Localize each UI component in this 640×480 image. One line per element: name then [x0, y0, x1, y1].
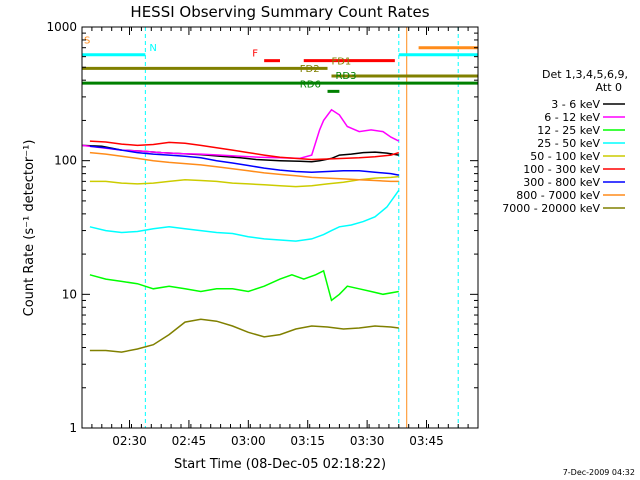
flag-label-f: F — [252, 49, 258, 60]
flag-label-s: S — [84, 36, 90, 47]
series-line-2 — [89, 269, 399, 302]
legend-header-line2: Att 0 — [596, 81, 622, 94]
flag-label-rd3: RD3 — [335, 71, 356, 82]
legend-label-3: 25 - 50 keV — [537, 137, 600, 150]
flag-label-fd2: FD2 — [300, 64, 320, 75]
y-axis-label: Count Rate (s⁻¹ detector⁻¹) — [22, 140, 37, 317]
legend-label-1: 6 - 12 keV — [544, 111, 600, 124]
series-line-6 — [89, 145, 399, 176]
plot-area — [81, 27, 459, 428]
chart-title: HESSI Observing Summary Count Rates — [130, 3, 429, 21]
flag-label-rd6: RD6 — [300, 79, 321, 90]
axes: 1 10 100 1000 02:30 02:45 03:00 03:15 03:30 03:45 — [46, 20, 479, 448]
y-tick-label-2: 100 — [54, 154, 77, 168]
footer-date: 7-Dec-2009 04:32 — [563, 468, 635, 477]
legend-label-5: 100 - 300 keV — [523, 163, 600, 176]
x-tick-label-5: 03:45 — [409, 434, 444, 448]
legend-header-line1: Det 1,3,4,5,6,9, — [542, 68, 628, 81]
y-tick-label-3: 1000 — [46, 20, 77, 34]
x-tick-label-2: 03:00 — [231, 434, 266, 448]
flag-label-n: N — [149, 43, 156, 54]
legend-label-4: 50 - 100 keV — [530, 150, 600, 163]
series-lines — [81, 108, 400, 353]
legend-label-7: 800 - 7000 keV — [516, 189, 600, 202]
x-axis-label: Start Time (08-Dec-05 02:18:22) — [174, 457, 386, 472]
series-line-0 — [81, 144, 399, 163]
series-line-5 — [89, 140, 400, 161]
x-tick-label-1: 02:45 — [172, 434, 207, 448]
series-line-8 — [89, 318, 399, 353]
legend-label-0: 3 - 6 keV — [551, 98, 600, 111]
series-line-4 — [89, 175, 399, 188]
flag-bars: S N F FD1 FD2 RD3 RD6 — [82, 36, 478, 93]
series-line-3 — [89, 189, 400, 242]
x-tick-label-4: 03:30 — [350, 434, 385, 448]
x-tick-label-3: 03:15 — [290, 434, 325, 448]
plot-frame — [81, 26, 479, 429]
y-tick-label-0: 1 — [69, 421, 77, 435]
legend-label-8: 7000 - 20000 keV — [502, 202, 600, 215]
flag-label-fd1: FD1 — [331, 56, 351, 67]
series-line-7 — [89, 151, 399, 183]
legend-label-6: 300 - 800 keV — [523, 176, 600, 189]
x-tick-label-0: 02:30 — [112, 434, 147, 448]
legend-label-2: 12 - 25 keV — [537, 124, 600, 137]
y-tick-label-1: 10 — [62, 287, 77, 301]
